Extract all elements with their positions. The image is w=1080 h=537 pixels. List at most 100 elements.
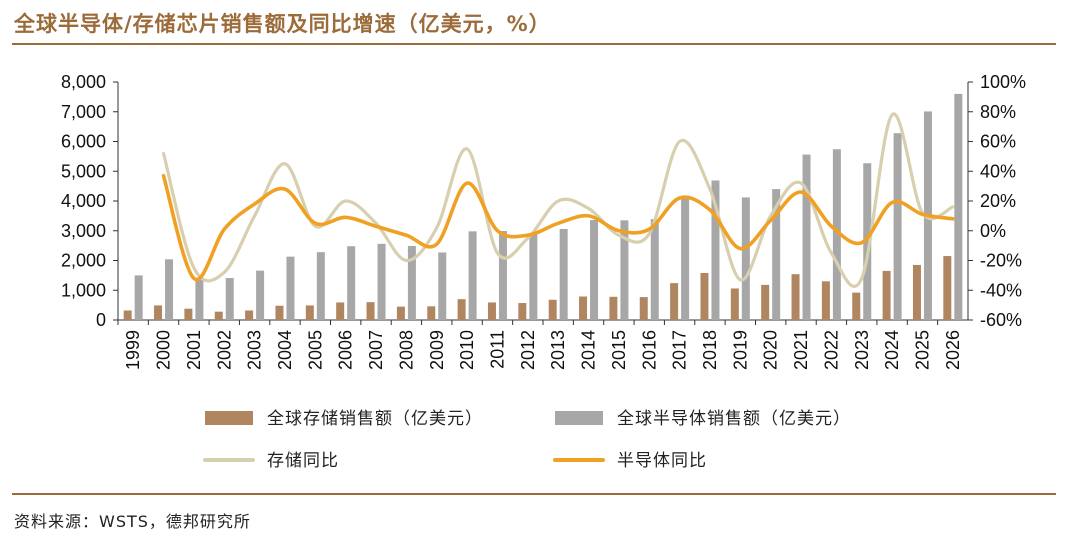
right-tick-label: 0% <box>980 221 1006 241</box>
x-tick-label: 1999 <box>123 330 143 370</box>
legend-label: 全球半导体销售额（亿美元） <box>617 409 851 429</box>
semiconductor-sales-bar <box>134 275 143 320</box>
right-tick-label: -60% <box>980 310 1022 330</box>
semiconductor-sales-bar <box>590 220 599 320</box>
legend-label: 半导体同比 <box>617 451 707 471</box>
x-tick-label: 2022 <box>821 330 841 370</box>
memory-sales-bar <box>609 296 618 320</box>
semiconductor-sales-bar <box>256 270 265 320</box>
x-tick-label: 2002 <box>214 330 234 370</box>
x-tick-label: 2017 <box>670 330 690 370</box>
memory-sales-bar <box>579 296 588 320</box>
semiconductor-sales-bar <box>620 220 629 320</box>
semiconductor-sales-bar <box>498 231 507 320</box>
semiconductor-sales-bar <box>650 219 659 320</box>
left-tick-label: 1,000 <box>61 280 106 300</box>
semiconductor-sales-bar <box>711 180 720 320</box>
memory-sales-bar <box>245 310 254 320</box>
semiconductor-sales-bar <box>954 93 963 321</box>
left-tick-label: 2,000 <box>61 251 106 271</box>
x-tick-label: 2026 <box>943 330 963 370</box>
memory-sales-bar <box>275 305 284 320</box>
memory-sales-bar <box>336 302 345 320</box>
x-tick-label: 2020 <box>761 330 781 370</box>
memory-sales-bar <box>548 299 557 320</box>
x-tick-label: 2014 <box>579 330 599 370</box>
semiconductor-yoy-line <box>161 173 955 282</box>
title-divider <box>12 43 1056 45</box>
x-tick-label: 2025 <box>912 330 932 370</box>
left-tick-label: 5,000 <box>61 161 106 181</box>
semiconductor-sales-bar <box>772 189 781 320</box>
semiconductor-sales-bar <box>347 246 356 320</box>
semiconductor-sales-bar <box>286 256 295 320</box>
x-tick-label: 2011 <box>487 330 507 369</box>
memory-sales-bar <box>639 297 648 320</box>
right-tick-label: 80% <box>980 102 1016 122</box>
memory-sales-bar <box>123 310 132 320</box>
x-tick-label: 2010 <box>457 330 477 370</box>
memory-sales-bar <box>305 305 314 320</box>
x-tick-label: 2008 <box>396 330 416 370</box>
memory-sales-bar <box>670 283 679 320</box>
x-tick-label: 2016 <box>639 330 659 370</box>
memory-sales-bar <box>882 270 891 320</box>
x-tick-label: 2021 <box>791 330 811 370</box>
memory-sales-bar <box>791 274 800 320</box>
semiconductor-sales-bar <box>225 278 234 320</box>
right-tick-label: 20% <box>980 191 1016 211</box>
right-tick-label: 40% <box>980 161 1016 181</box>
chart-title: 全球半导体/存储芯片销售额及同比增速（亿美元，%） <box>14 12 551 36</box>
semiconductor-sales-bar <box>559 228 568 320</box>
x-tick-label: 2005 <box>305 330 325 370</box>
left-tick-label: 3,000 <box>61 221 106 241</box>
semiconductor-sales-bar <box>316 252 325 320</box>
left-tick-label: 0 <box>96 310 106 330</box>
x-tick-label: 2003 <box>245 330 265 370</box>
semiconductor-sales-bar <box>407 245 416 320</box>
memory-sales-bar <box>761 284 770 320</box>
x-tick-label: 2000 <box>154 330 174 370</box>
memory-sales-bar <box>396 306 405 320</box>
right-tick-label: 100% <box>980 72 1026 92</box>
semiconductor-sales-bar <box>165 259 174 320</box>
right-tick-label: -40% <box>980 280 1022 300</box>
memory-sales-bar <box>184 308 193 320</box>
semiconductor-sales-bar <box>377 243 386 320</box>
memory-sales-bar <box>366 302 375 320</box>
memory-sales-bar <box>154 305 163 320</box>
x-tick-label: 2007 <box>366 330 386 370</box>
right-tick-label: 60% <box>980 132 1016 152</box>
semiconductor-sales-bar <box>893 133 902 320</box>
legend: 全球存储销售额（亿美元） 全球半导体销售额（亿美元） 存储同比 半导体同比 <box>203 409 851 471</box>
x-tick-label: 2012 <box>518 330 538 370</box>
left-tick-label: 7,000 <box>61 102 106 122</box>
memory-sales-bar <box>730 288 739 320</box>
x-tick-label: 2023 <box>852 330 872 370</box>
legend-swatch-bar <box>555 411 603 425</box>
memory-sales-bar <box>821 281 830 320</box>
footer-divider <box>12 493 1056 495</box>
x-tick-label: 2018 <box>700 330 720 370</box>
memory-sales-bar <box>427 306 436 320</box>
x-tick-label: 2001 <box>184 330 204 370</box>
semiconductor-sales-bar <box>529 233 538 320</box>
memory-sales-bar <box>457 299 466 320</box>
right-tick-label: -20% <box>980 251 1022 271</box>
memory-sales-bar <box>852 292 861 320</box>
memory-sales-bar <box>487 302 496 320</box>
semiconductor-sales-bar <box>863 163 872 320</box>
semiconductor-sales-bar <box>195 278 204 320</box>
memory-sales-bar <box>518 303 527 320</box>
semiconductor-sales-bar <box>681 197 690 320</box>
memory-sales-bar <box>912 264 921 320</box>
x-tick-label: 2024 <box>882 330 902 370</box>
semiconductor-sales-bar <box>438 252 447 320</box>
x-tick-label: 2019 <box>730 330 750 370</box>
semiconductor-sales-bar <box>802 154 811 320</box>
legend-label: 存储同比 <box>267 451 339 471</box>
lines-group <box>161 112 955 288</box>
x-tick-label: 2013 <box>548 330 568 370</box>
memory-sales-bar <box>214 311 223 320</box>
axes-group: 0 1,000 2,000 3,000 4,000 5,000 6,000 7,000 8,00… <box>61 72 1026 370</box>
